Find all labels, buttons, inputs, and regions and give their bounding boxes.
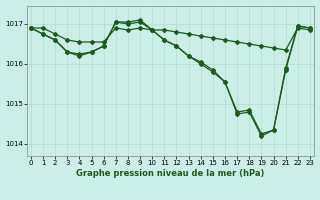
- X-axis label: Graphe pression niveau de la mer (hPa): Graphe pression niveau de la mer (hPa): [76, 169, 265, 178]
